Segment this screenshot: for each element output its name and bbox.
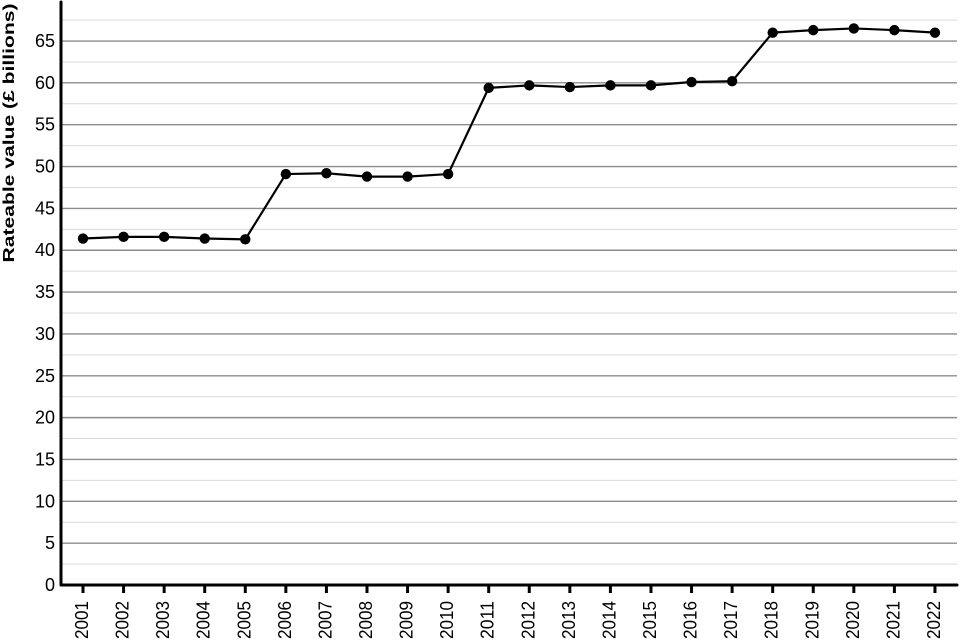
svg-text:2012: 2012 <box>517 601 538 639</box>
svg-text:2011: 2011 <box>477 601 498 639</box>
svg-text:2007: 2007 <box>314 601 335 639</box>
svg-text:35: 35 <box>35 282 55 302</box>
svg-text:25: 25 <box>35 366 55 386</box>
svg-text:50: 50 <box>35 157 55 177</box>
svg-text:2013: 2013 <box>558 601 579 639</box>
svg-text:2005: 2005 <box>233 601 254 639</box>
svg-text:2014: 2014 <box>598 601 619 639</box>
svg-text:2018: 2018 <box>761 601 782 639</box>
svg-text:2004: 2004 <box>193 601 214 639</box>
svg-text:2015: 2015 <box>639 601 660 639</box>
svg-text:2020: 2020 <box>842 601 863 639</box>
svg-text:2021: 2021 <box>882 601 903 639</box>
svg-text:60: 60 <box>35 73 55 93</box>
svg-text:20: 20 <box>35 408 55 428</box>
svg-text:45: 45 <box>35 198 55 218</box>
svg-text:2022: 2022 <box>923 601 944 639</box>
svg-text:15: 15 <box>35 449 55 469</box>
svg-text:30: 30 <box>35 324 55 344</box>
svg-text:0: 0 <box>45 575 55 595</box>
svg-text:5: 5 <box>45 533 55 553</box>
svg-text:2017: 2017 <box>720 601 741 639</box>
svg-text:2009: 2009 <box>396 601 417 639</box>
svg-text:40: 40 <box>35 240 55 260</box>
svg-text:2001: 2001 <box>71 601 92 639</box>
svg-text:2006: 2006 <box>274 601 295 639</box>
svg-text:2003: 2003 <box>152 601 173 639</box>
svg-text:10: 10 <box>35 491 55 511</box>
svg-text:Rateable value (£ billions): Rateable value (£ billions) <box>1 4 18 263</box>
svg-text:2002: 2002 <box>112 601 133 639</box>
svg-text:55: 55 <box>35 115 55 135</box>
svg-text:2016: 2016 <box>680 601 701 639</box>
svg-text:65: 65 <box>35 31 55 51</box>
svg-text:2019: 2019 <box>801 601 822 639</box>
svg-text:2008: 2008 <box>355 601 376 639</box>
svg-text:2010: 2010 <box>436 601 457 639</box>
